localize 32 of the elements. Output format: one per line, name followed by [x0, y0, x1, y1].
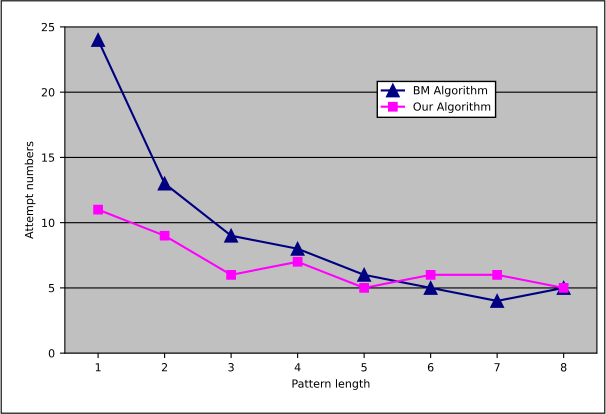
- x-tick-label: 1: [96, 363, 101, 372]
- x-tick-label: 7: [494, 363, 500, 372]
- x-tick-label: 4: [294, 363, 301, 372]
- legend-label: Our Algorithm: [413, 102, 490, 113]
- point: [490, 294, 504, 308]
- point: [158, 176, 172, 190]
- y-tick-label: 25: [42, 22, 54, 32]
- y-tick-label: 20: [42, 88, 54, 97]
- x-tick-label: 8: [560, 363, 566, 372]
- point: [91, 33, 106, 47]
- x-axis-title: Pattern length: [292, 379, 370, 390]
- point: [224, 228, 238, 243]
- x-tick-label: 6: [428, 363, 434, 372]
- y-tick-label: 0: [48, 349, 54, 358]
- y-tick-label: 15: [42, 154, 54, 162]
- y-tick-label: 5: [48, 284, 54, 292]
- point: [160, 230, 170, 241]
- point: [424, 280, 438, 295]
- point: [359, 283, 369, 293]
- y-tick-label: 10: [42, 218, 54, 228]
- point: [492, 270, 502, 280]
- point: [292, 256, 302, 267]
- point: [357, 268, 372, 282]
- x-tick-label: 5: [361, 363, 367, 372]
- x-tick-label: 2: [162, 363, 168, 372]
- legend-label: BM Algorithm: [414, 86, 488, 97]
- point: [226, 270, 236, 280]
- x-tick-label: 3: [228, 363, 234, 372]
- point: [93, 204, 103, 214]
- point: [426, 270, 436, 280]
- y-axis-title: Attempt numbers: [24, 142, 36, 239]
- point: [290, 242, 305, 256]
